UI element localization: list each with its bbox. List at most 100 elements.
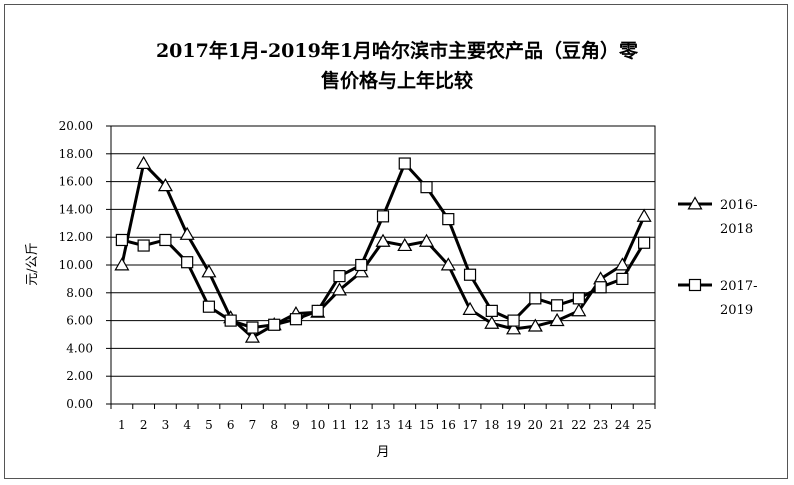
y-tick-label: 8.00 [66,286,93,300]
triangle-marker [484,315,500,329]
x-tick-label: 6 [227,418,235,432]
x-tick-label: 16 [441,418,456,432]
square-marker [485,304,498,317]
square-marker [616,272,629,285]
x-tick-label: 23 [593,418,608,432]
square-marker [115,233,128,247]
y-tick-label: 20.00 [59,119,93,133]
x-tick-label: 20 [528,418,543,432]
x-tick-label: 24 [615,418,631,432]
square-marker [268,318,281,331]
y-tick-label: 16.00 [59,175,93,189]
chart-title-line1: 2017年1月-2019年1月哈尔滨市主要农产品（豆角）零 [155,40,639,62]
square-marker [638,236,651,249]
x-tick-label: 5 [205,418,213,432]
legend-label: 2016- [720,198,757,213]
triangle-marker [331,282,348,296]
y-axis-label: 元/公斤 [25,242,40,285]
chart-frame [4,4,788,479]
triangle-marker [636,208,652,222]
square-marker [529,292,542,305]
square-marker [137,239,150,252]
square-marker [420,181,433,194]
triangle-marker [244,329,260,343]
triangle-marker [687,196,703,210]
x-tick-label: 17 [462,418,477,432]
square-marker [311,304,324,317]
triangle-marker [136,155,152,170]
triangle-marker [353,264,369,278]
x-tick-label: 4 [183,418,191,432]
x-axis-label: 月 [376,445,389,460]
triangle-marker [527,318,543,332]
triangle-marker [549,312,565,327]
square-marker [355,258,368,272]
square-marker [572,292,585,305]
y-axis-ticks: 0.00 2.00 4.00 6.00 8.00 10.00 12.00 14.00 16.00… [59,119,111,411]
square-marker [688,278,702,292]
x-tick-label: 9 [292,418,300,432]
y-tick-label: 18.00 [59,147,93,161]
triangle-marker [114,257,130,271]
x-tick-label: 18 [484,418,499,432]
x-tick-label: 12 [354,418,369,432]
x-tick-label: 11 [332,418,347,432]
square-marker [594,281,607,294]
y-tick-label: 10.00 [59,258,93,272]
square-marker [442,213,455,226]
square-marker [376,210,390,223]
triangle-marker [440,257,456,271]
legend-label: 2018 [720,222,753,237]
x-axis-ticks: 1 2 3 4 5 6 7 8 9 10 11 12 13 14 15 16 17 18 19 20 21 22 23 24 2… [110,404,656,432]
triangle-marker [614,257,630,271]
x-tick-label: 19 [506,418,521,432]
y-tick-label: 12.00 [59,230,93,244]
legend-item-1: 2016- 2018 [678,196,757,237]
legend: 2016- 2018 2017- 2019 [678,196,757,318]
square-marker [289,313,303,326]
series-2 [115,157,651,334]
legend-item-2: 2017- 2019 [678,278,757,318]
square-marker [246,321,259,334]
x-tick-label: 1 [118,418,126,432]
y-tick-label: 4.00 [66,341,93,355]
y-tick-label: 14.00 [59,202,93,216]
legend-label: 2017- [720,279,757,294]
x-tick-label: 3 [162,418,170,432]
y-tick-label: 0.00 [66,397,93,411]
y-tick-label: 6.00 [66,314,93,328]
square-marker [463,268,477,281]
x-tick-label: 8 [270,418,278,432]
square-marker [550,299,564,312]
x-tick-label: 21 [549,418,564,432]
square-marker [159,233,172,247]
x-tick-label: 25 [636,418,651,432]
series-group [114,155,652,343]
triangle-marker [462,301,478,315]
triangle-marker [571,303,587,317]
triangle-marker [201,264,217,278]
x-tick-label: 2 [140,418,148,432]
legend-label: 2019 [720,303,753,318]
triangle-marker [397,237,413,252]
triangle-marker [375,233,391,247]
y-tick-label: 2.00 [66,369,93,383]
x-tick-label: 7 [249,418,257,432]
triangle-marker [506,321,522,335]
series-line [120,160,646,340]
square-marker [202,300,216,313]
triangle-marker [179,226,195,240]
square-marker [507,314,520,327]
triangle-marker [418,233,435,247]
x-tick-label: 13 [375,418,390,432]
square-marker [224,314,237,327]
square-marker [398,157,411,170]
square-marker [181,256,194,269]
x-tick-label: 22 [571,418,586,432]
x-tick-label: 10 [310,418,325,432]
x-tick-label: 14 [397,418,413,432]
series-1 [114,155,652,343]
triangle-marker [157,178,173,192]
square-marker [333,270,346,283]
